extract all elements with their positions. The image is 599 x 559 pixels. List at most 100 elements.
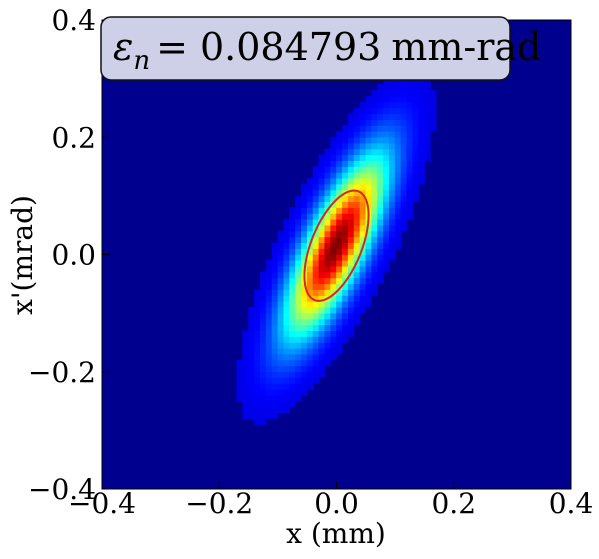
heatmap-cell [254, 348, 261, 355]
heatmap-cell [412, 183, 419, 191]
heatmap-cell [306, 189, 314, 197]
heatmap-cell [318, 271, 326, 279]
heatmap-cell [430, 113, 437, 120]
heatmap-cell [383, 224, 390, 232]
annotation-box [100, 16, 511, 81]
heatmap-cell [330, 172, 337, 179]
heatmap-cell [342, 283, 349, 290]
heatmap-cell [301, 213, 308, 220]
heatmap-cell [289, 242, 296, 249]
heatmap-cell [400, 189, 408, 197]
heatmap-cell [342, 125, 349, 132]
heatmap-cell [383, 154, 390, 161]
heatmap-cell [306, 306, 314, 314]
heatmap-cell [383, 254, 390, 261]
heatmap-cell [383, 195, 390, 203]
heatmap-cell [371, 148, 378, 156]
heatmap-cell [371, 213, 378, 220]
heatmap-cell [295, 265, 302, 273]
heatmap-cell [347, 207, 355, 214]
heatmap-cell [365, 95, 372, 103]
heatmap-cell [412, 177, 419, 185]
heatmap-cell [277, 359, 285, 367]
heatmap-cell [289, 348, 296, 355]
heatmap-cell [265, 359, 273, 367]
heatmap-cell [377, 90, 384, 97]
heatmap-cell [312, 242, 320, 249]
heatmap-cell [289, 324, 296, 332]
heatmap-cell [283, 295, 290, 302]
heatmap-cell [406, 142, 414, 150]
heatmap-cell [377, 260, 384, 267]
heatmap-cell [324, 301, 331, 308]
heatmap-cell [353, 271, 361, 279]
heatmap-cell [295, 330, 302, 337]
heatmap-cell [383, 119, 390, 126]
x-axis: −0.4 −0.2 0.0 0.2 0.4 [68, 481, 593, 520]
heatmap-cell [394, 224, 402, 232]
heatmap-cell [330, 277, 337, 285]
heatmap-cell [400, 90, 408, 97]
heatmap-cell [259, 377, 267, 384]
heatmap-cell [277, 336, 285, 343]
heatmap-cell [371, 289, 378, 296]
heatmap-cell [365, 254, 372, 261]
heatmap-cell [336, 166, 343, 173]
heatmap-cell [383, 219, 390, 226]
heatmap-cell [400, 125, 408, 132]
heatmap-cell [347, 289, 355, 296]
heatmap-cell [418, 131, 425, 138]
heatmap-cell [400, 207, 408, 214]
heatmap-cell [371, 230, 378, 238]
heatmap-cell [283, 394, 290, 402]
heatmap-cell [336, 277, 343, 285]
heatmap-cell [330, 195, 337, 203]
y-tick-label: −0.4 [28, 473, 96, 506]
heatmap-cell [371, 219, 378, 226]
heatmap-cell [289, 383, 296, 390]
heatmap-cell [424, 95, 431, 103]
heatmap-cell [295, 377, 302, 384]
heatmap-cell [424, 101, 431, 109]
heatmap-cell [306, 301, 314, 308]
heatmap-cell [312, 283, 320, 290]
heatmap-cell [330, 342, 337, 349]
heatmap-cell [359, 283, 367, 290]
heatmap-cell [265, 348, 273, 355]
heatmap-cell [259, 330, 267, 337]
heatmap-cell [306, 336, 314, 343]
heatmap-cell [254, 383, 261, 390]
heatmap-cell [353, 172, 361, 179]
heatmap-cell [301, 260, 308, 267]
heatmap-cell [388, 207, 396, 214]
heatmap-cell [336, 183, 343, 191]
heatmap-cell [394, 95, 402, 103]
heatmap-cell [330, 271, 337, 279]
heatmap-cell [383, 236, 390, 244]
heatmap-cell [271, 330, 279, 337]
heatmap-cell [418, 154, 425, 161]
heatmap-cell [347, 154, 355, 161]
heatmap-cell [318, 359, 326, 367]
heatmap-cell [424, 142, 431, 150]
heatmap-cell [336, 201, 343, 208]
heatmap-cell [394, 107, 402, 115]
heatmap-cell [236, 377, 243, 384]
heatmap-cell [347, 330, 355, 337]
heatmap-cell [248, 353, 255, 361]
heatmap-cell [277, 230, 285, 238]
heatmap-cell [254, 400, 261, 408]
heatmap-cell [295, 365, 302, 373]
heatmap-cell [406, 131, 414, 138]
heatmap-cell [271, 365, 279, 373]
heatmap-cell [424, 84, 431, 91]
heatmap-cell [342, 183, 349, 191]
heatmap-cell [259, 306, 267, 314]
heatmap-cell [271, 318, 279, 326]
heatmap-cell [418, 84, 425, 91]
heatmap-cell [236, 383, 243, 390]
heatmap-cell [388, 201, 396, 208]
heatmap-cell [336, 236, 343, 244]
heatmap-cell [324, 283, 331, 290]
heatmap-cell [289, 236, 296, 244]
